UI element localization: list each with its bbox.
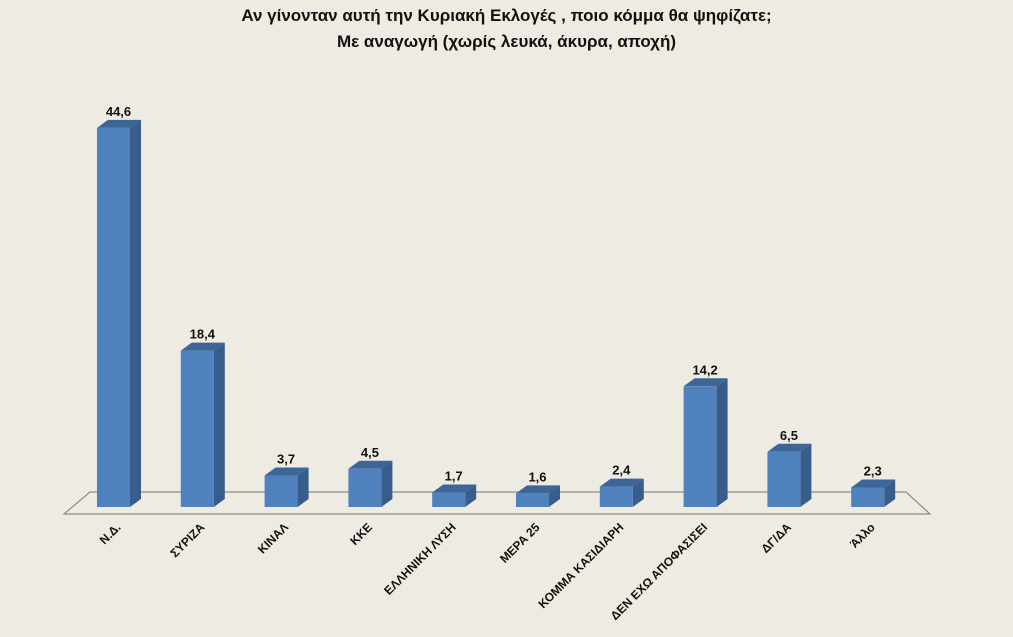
category-labels: Ν.Δ. ΣΥΡΙΖΑ ΚΙΝΑΛ ΚΚΕ ΕΛΛΗΝΙΚΗ ΛΥΣΗ ΜΕΡΑ 25ΚΟ…	[97, 520, 878, 623]
category-label: ΜΕΡΑ 25	[497, 520, 543, 566]
value-label: 1,6	[528, 469, 546, 484]
value-label: 14,2	[692, 362, 717, 377]
category-label: ΚΚΕ	[347, 520, 375, 548]
bars-group: 44,6 18,4 3,7 4,5 1,7 1,6 2,4 14,2 6,5 2,3	[97, 104, 896, 508]
bar	[180, 342, 225, 507]
bar	[348, 460, 393, 507]
value-label: 2,3	[864, 463, 882, 478]
category-label: ΣΥΡΙΖΑ	[167, 520, 207, 560]
bar	[599, 478, 644, 507]
chart-title: Αν γίνονταν αυτή την Κυριακή Εκλογές , π…	[241, 6, 772, 25]
bar	[851, 479, 896, 507]
bar	[683, 378, 728, 507]
bar	[97, 119, 141, 508]
bar	[516, 485, 560, 507]
value-label: 18,4	[190, 327, 216, 342]
bar	[264, 467, 309, 507]
bar	[767, 443, 812, 507]
category-label: ΚΙΝΑΛ	[255, 520, 291, 556]
category-label: ΕΛΛΗΝΙΚΗ ΛΥΣΗ	[381, 520, 459, 598]
value-label: 6,5	[780, 428, 798, 443]
category-label: ΔΓ/ΔΑ	[758, 520, 794, 556]
value-label: 2,4	[612, 463, 631, 478]
category-label: Άλλο	[847, 520, 878, 551]
value-label: 3,7	[277, 452, 295, 467]
category-label: Ν.Δ.	[97, 520, 124, 547]
chart-floor	[62, 491, 932, 515]
floor-plane	[62, 491, 932, 515]
category-label: ΔΕΝ ΕΧΩ ΑΠΟΦΑΣΙΣΕΙ	[608, 520, 711, 623]
category-label: ΚΟΜΜΑ ΚΑΣΙΔΙΑΡΗ	[535, 520, 626, 611]
bar	[432, 484, 477, 507]
value-label: 44,6	[106, 104, 131, 119]
chart-subtitle: Με αναγωγή (χωρίς λευκά, άκυρα, αποχή)	[336, 32, 676, 51]
value-label: 1,7	[445, 469, 463, 484]
value-label: 4,5	[361, 445, 379, 460]
